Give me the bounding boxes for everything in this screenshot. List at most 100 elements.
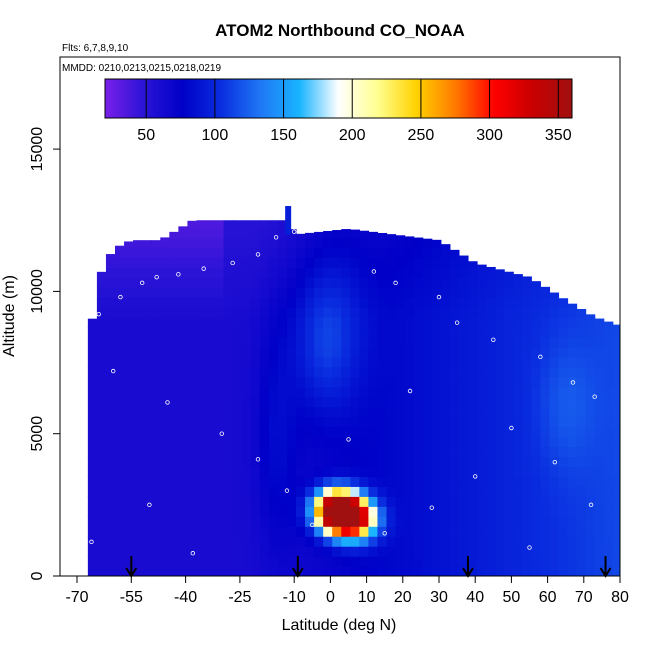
heatmap-cell xyxy=(115,356,125,368)
x-tick-label: 70 xyxy=(575,589,593,606)
heatmap-cell xyxy=(395,406,406,418)
sample-point xyxy=(118,294,123,300)
heatmap-cell xyxy=(377,546,388,557)
heatmap-cell xyxy=(549,366,560,378)
heatmap-cell xyxy=(449,436,460,448)
heatmap-cell xyxy=(368,516,379,527)
heatmap-cell xyxy=(540,336,551,348)
heatmap-cell xyxy=(440,526,451,537)
heatmap-cell xyxy=(486,406,496,418)
heatmap-cell xyxy=(87,396,98,408)
heatmap-cell xyxy=(241,436,252,448)
heatmap-cell xyxy=(404,486,415,497)
heatmap-cell xyxy=(286,546,297,557)
heatmap-cell xyxy=(567,546,578,557)
heatmap-cell xyxy=(205,257,216,268)
heatmap-cell xyxy=(486,426,496,438)
heatmap-cell xyxy=(458,496,469,507)
heatmap-cell xyxy=(585,356,596,368)
heatmap-cell xyxy=(241,446,252,458)
heatmap-cell xyxy=(205,406,216,418)
heatmap-cell xyxy=(223,546,234,557)
heatmap-cell xyxy=(214,356,225,368)
heatmap-cell xyxy=(187,317,198,328)
sample-point xyxy=(89,539,94,545)
heatmap-cell xyxy=(268,566,279,576)
heatmap-cell xyxy=(431,317,442,328)
heatmap-cell xyxy=(214,376,225,388)
heatmap-cell xyxy=(377,376,388,388)
heatmap-cell xyxy=(196,536,207,547)
heatmap-cell xyxy=(395,346,406,358)
heatmap-cell xyxy=(395,526,406,537)
heatmap-cell xyxy=(449,476,460,487)
heatmap-cell xyxy=(232,366,243,378)
heatmap-cell xyxy=(513,516,523,527)
heatmap-cell xyxy=(495,326,505,338)
heatmap-cell xyxy=(522,287,532,298)
heatmap-cell xyxy=(151,386,161,398)
heatmap-cell xyxy=(486,456,496,468)
heatmap-cell xyxy=(576,476,587,487)
heatmap-cell xyxy=(395,516,406,527)
heatmap-cell xyxy=(422,426,433,438)
heatmap-cell xyxy=(612,426,620,438)
heatmap-cell xyxy=(259,566,270,576)
heatmap-cell xyxy=(332,376,342,388)
heatmap-cell xyxy=(115,287,125,298)
heatmap-cell xyxy=(259,556,270,567)
heatmap-cell xyxy=(449,287,460,298)
heatmap-cell xyxy=(250,496,261,507)
heatmap-cell xyxy=(115,496,125,507)
heatmap-cell xyxy=(323,466,333,477)
heatmap-cell xyxy=(495,386,505,398)
heatmap-cell xyxy=(305,237,315,248)
heatmap-cell xyxy=(431,366,442,378)
heatmap-cell xyxy=(377,396,388,408)
heatmap-cell xyxy=(205,336,216,348)
heatmap-cell xyxy=(205,386,216,398)
heatmap-cell xyxy=(404,326,415,338)
heatmap-cell xyxy=(332,386,342,398)
x-tick-label: -25 xyxy=(228,589,251,606)
heatmap-cell xyxy=(594,466,605,477)
heatmap-cell xyxy=(305,396,315,408)
heatmap-cell xyxy=(133,436,143,448)
heatmap-cell xyxy=(558,386,569,398)
heatmap-cell xyxy=(513,386,523,398)
heatmap-cell xyxy=(115,416,125,428)
heatmap-cell xyxy=(223,516,234,527)
heatmap-cell xyxy=(187,297,198,308)
heatmap-cell xyxy=(178,466,189,477)
heatmap-cell xyxy=(296,406,306,418)
heatmap-cell xyxy=(359,536,370,547)
heatmap-cell xyxy=(151,247,161,258)
heatmap-cell xyxy=(105,317,116,328)
sample-point xyxy=(190,551,196,556)
heatmap-cell xyxy=(115,326,125,338)
heatmap-cell xyxy=(332,287,342,298)
heatmap-cell xyxy=(232,336,243,348)
heatmap-cell xyxy=(513,546,523,557)
heatmap-cell xyxy=(187,446,198,458)
heatmap-cell xyxy=(305,277,315,288)
heatmap-cell xyxy=(323,237,333,248)
heatmap-cell xyxy=(504,386,514,398)
heatmap-cell xyxy=(205,287,216,298)
sample-point xyxy=(552,459,558,465)
heatmap-cell xyxy=(404,277,415,288)
heatmap-cell xyxy=(486,346,496,358)
heatmap-cell xyxy=(567,536,578,547)
heatmap-cell xyxy=(386,247,397,258)
heatmap-cell xyxy=(314,466,324,477)
heatmap-cell xyxy=(477,317,487,328)
heatmap-cell xyxy=(323,416,333,428)
heatmap-cell xyxy=(314,307,324,318)
heatmap-cell xyxy=(504,506,514,517)
heatmap-cell xyxy=(558,326,569,338)
heatmap-cell xyxy=(205,307,216,318)
heatmap-cell xyxy=(305,486,315,497)
heatmap-cell xyxy=(232,297,243,308)
heatmap-cell xyxy=(187,366,198,378)
heatmap-cell xyxy=(531,476,541,487)
